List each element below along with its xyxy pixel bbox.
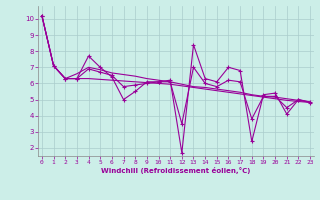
X-axis label: Windchill (Refroidissement éolien,°C): Windchill (Refroidissement éolien,°C) — [101, 167, 251, 174]
